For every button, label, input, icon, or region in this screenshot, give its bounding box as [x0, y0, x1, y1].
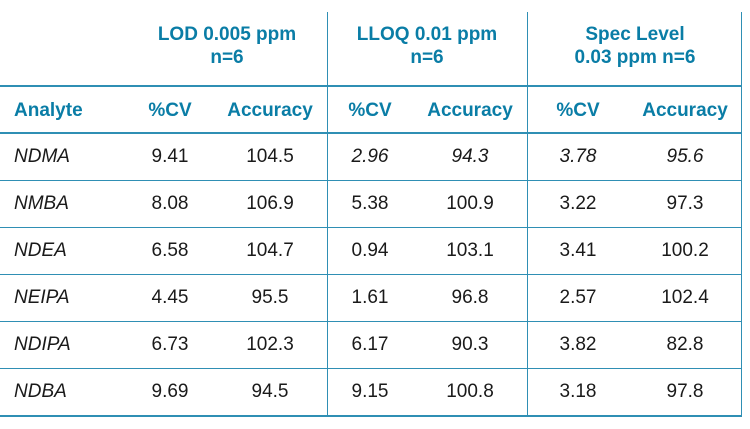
table-cell: 90.3 — [451, 334, 489, 355]
group-header-spec-level: Spec Level 0.03 ppm n=6 — [528, 18, 742, 74]
table-cell: 3.18 — [559, 381, 597, 402]
column-header-rule — [0, 132, 742, 134]
column-header-cv: %CV — [556, 99, 600, 121]
table-cell: 95.6 — [666, 146, 704, 167]
table-cell: 100.2 — [661, 240, 709, 261]
table-cell: 3.41 — [559, 240, 597, 261]
analyte-name: NDIPA — [14, 334, 71, 355]
group-header-line: n=6 — [410, 47, 444, 68]
table-cell: 95.5 — [251, 287, 289, 308]
analyte-name: NMBA — [14, 193, 69, 214]
table-cell: 2.57 — [559, 287, 597, 308]
column-group-separator — [527, 12, 528, 415]
table-cell: 104.7 — [246, 240, 294, 261]
group-header-line: 0.03 ppm n=6 — [574, 47, 696, 68]
table-cell: 3.82 — [559, 334, 597, 355]
table-cell: 8.08 — [151, 193, 189, 214]
table-cell: 4.45 — [151, 287, 189, 308]
row-divider — [0, 227, 742, 228]
column-header-accuracy: Accuracy — [427, 99, 513, 121]
table-cell: 100.8 — [446, 381, 494, 402]
table-cell: 6.17 — [351, 334, 389, 355]
table-cell: 6.58 — [151, 240, 189, 261]
bottom-rule — [0, 415, 742, 417]
analyte-name: NDMA — [14, 146, 70, 167]
row-divider — [0, 321, 742, 322]
table-cell: 94.3 — [451, 146, 489, 167]
column-header-accuracy: Accuracy — [227, 99, 313, 121]
analyte-name: NDBA — [14, 381, 67, 402]
table-cell: 3.22 — [559, 193, 597, 214]
table-cell: 9.15 — [351, 381, 389, 402]
column-group-separator — [327, 12, 328, 415]
table-cell: 102.4 — [661, 287, 709, 308]
group-header-lloq: LLOQ 0.01 ppm n=6 — [328, 18, 526, 74]
table-cell: 9.69 — [151, 381, 189, 402]
group-header-line: Spec Level — [585, 24, 685, 45]
table-cell: 102.3 — [246, 334, 294, 355]
table-cell: 1.61 — [351, 287, 389, 308]
table-cell: 104.5 — [246, 146, 294, 167]
table-cell: 100.9 — [446, 193, 494, 214]
group-header-line: LOD 0.005 ppm — [157, 24, 297, 45]
analyte-name: NDEA — [14, 240, 67, 261]
table-cell: 6.73 — [151, 334, 189, 355]
table-cell: 2.96 — [351, 146, 389, 167]
column-header-accuracy: Accuracy — [642, 99, 728, 121]
table-cell: 82.8 — [666, 334, 704, 355]
table-cell: 3.78 — [559, 146, 597, 167]
group-header-line: n=6 — [210, 47, 244, 68]
analyte-name: NEIPA — [14, 287, 70, 308]
column-header-cv: %CV — [348, 99, 392, 121]
table-cell: 106.9 — [246, 193, 294, 214]
column-header-analyte: Analyte — [14, 99, 83, 121]
table-cell: 97.3 — [666, 193, 704, 214]
table-cell: 97.8 — [666, 381, 704, 402]
row-divider — [0, 368, 742, 369]
table-cell: 5.38 — [351, 193, 389, 214]
column-header-cv: %CV — [148, 99, 192, 121]
group-header-lod: LOD 0.005 ppm n=6 — [128, 18, 326, 74]
row-divider — [0, 274, 742, 275]
group-header-line: LLOQ 0.01 ppm — [356, 24, 498, 45]
table-cell: 9.41 — [151, 146, 189, 167]
table-cell: 0.94 — [351, 240, 389, 261]
table-right-edge — [741, 12, 742, 415]
header-rule — [0, 85, 742, 87]
table-cell: 94.5 — [251, 381, 289, 402]
table-cell: 96.8 — [451, 287, 489, 308]
table-cell: 103.1 — [446, 240, 494, 261]
row-divider — [0, 180, 742, 181]
